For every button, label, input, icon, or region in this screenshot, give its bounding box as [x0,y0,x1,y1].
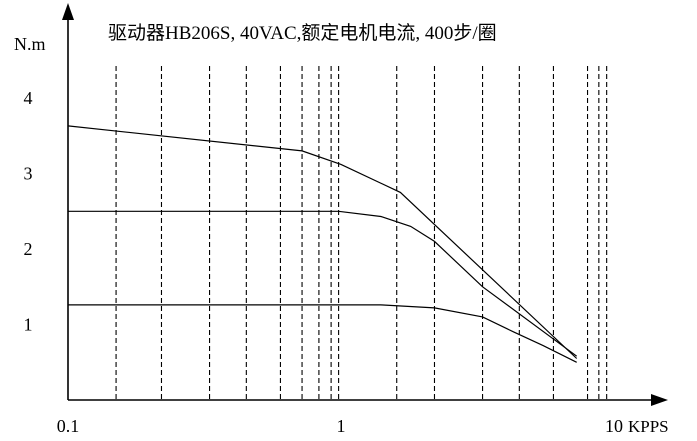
x-axis-arrow [651,394,668,406]
series-line-3 [68,304,577,363]
x-tick-label-1: 1 [337,416,346,436]
series-lines [67,125,578,363]
y-axis-label: N.m [14,34,46,54]
y-tick-label-2: 2 [24,239,33,259]
x-axis-label: KPPS [628,417,669,436]
x-tick-label-0: 0.1 [57,416,80,436]
tick-labels: 1 2 3 4 0.1 1 10 [24,88,624,436]
series-line-2 [68,210,578,357]
x-tick-label-2: 10 [605,416,623,436]
chart-title: 驱动器HB206S, 40VAC,额定电机电流, 400步/圈 [108,22,497,44]
y-tick-label-4: 4 [24,88,33,108]
gridlines [115,66,608,400]
y-tick-label-3: 3 [24,164,33,184]
axes [62,3,668,406]
y-axis-arrow [62,3,74,20]
series-line-1 [67,125,578,359]
y-tick-label-1: 1 [24,315,33,335]
